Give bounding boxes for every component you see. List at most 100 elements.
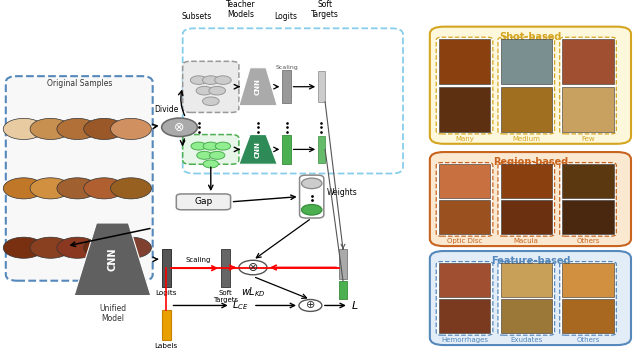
Bar (282, 70, 291, 103)
Text: Medium: Medium (513, 136, 540, 142)
Text: Unified
Model: Unified Model (99, 304, 126, 323)
Bar (439, 200, 490, 234)
Bar (221, 249, 230, 287)
Text: Weights: Weights (327, 188, 358, 197)
Text: $wL_{KD}$: $wL_{KD}$ (241, 286, 266, 299)
Bar (439, 299, 490, 333)
Circle shape (57, 237, 98, 258)
Circle shape (3, 178, 44, 199)
Text: Scaling: Scaling (275, 64, 298, 69)
Circle shape (162, 118, 197, 137)
Circle shape (202, 97, 219, 105)
FancyBboxPatch shape (560, 162, 616, 236)
Text: Teacher
Models: Teacher Models (226, 0, 255, 19)
Bar (500, 86, 552, 132)
Circle shape (196, 152, 212, 159)
Bar (563, 299, 614, 333)
Circle shape (3, 118, 44, 139)
Text: CNN: CNN (108, 247, 118, 271)
Bar (500, 263, 552, 297)
Text: Soft
Targets: Soft Targets (311, 0, 339, 19)
FancyBboxPatch shape (182, 61, 239, 113)
Text: ⊕: ⊕ (306, 301, 315, 310)
Bar (439, 164, 490, 198)
Text: Feature-based: Feature-based (491, 256, 570, 266)
Text: Subsets: Subsets (182, 12, 212, 21)
Text: Divide: Divide (154, 105, 179, 114)
Circle shape (57, 118, 98, 139)
Circle shape (203, 142, 218, 150)
Polygon shape (74, 223, 151, 296)
FancyBboxPatch shape (560, 262, 616, 335)
Text: $L_{CE}$: $L_{CE}$ (232, 298, 248, 312)
FancyBboxPatch shape (300, 175, 324, 218)
Circle shape (202, 76, 219, 84)
Circle shape (111, 178, 152, 199)
Bar (563, 39, 614, 84)
Bar (563, 164, 614, 198)
Text: Others: Others (576, 238, 600, 244)
Circle shape (239, 260, 267, 275)
FancyBboxPatch shape (436, 162, 493, 236)
Circle shape (203, 160, 218, 168)
Bar (500, 299, 552, 333)
Circle shape (214, 76, 231, 84)
Text: Soft
Targets: Soft Targets (213, 290, 238, 303)
Text: $L$: $L$ (351, 299, 359, 312)
Text: Optic Disc: Optic Disc (447, 238, 482, 244)
Circle shape (30, 178, 71, 199)
Circle shape (190, 76, 207, 84)
Bar (282, 135, 291, 164)
Bar (563, 263, 614, 297)
Text: Original Samples: Original Samples (47, 79, 112, 88)
Bar (500, 200, 552, 234)
Circle shape (111, 237, 152, 258)
Text: ⊗: ⊗ (248, 261, 258, 274)
FancyBboxPatch shape (430, 152, 631, 246)
Bar (439, 39, 490, 84)
Bar (439, 86, 490, 132)
Text: CNN: CNN (255, 78, 261, 95)
Text: Logits: Logits (156, 290, 177, 296)
FancyBboxPatch shape (182, 135, 239, 164)
FancyBboxPatch shape (436, 37, 493, 134)
FancyBboxPatch shape (430, 251, 631, 345)
FancyBboxPatch shape (430, 27, 631, 144)
Text: Gap: Gap (195, 198, 212, 206)
Polygon shape (239, 68, 277, 106)
FancyBboxPatch shape (498, 162, 555, 236)
Circle shape (84, 237, 125, 258)
Bar (500, 39, 552, 84)
Bar (318, 71, 325, 102)
Circle shape (209, 86, 225, 95)
Bar (339, 249, 348, 279)
Circle shape (3, 237, 44, 258)
Text: Macula: Macula (514, 238, 539, 244)
Bar (563, 86, 614, 132)
FancyBboxPatch shape (6, 76, 153, 281)
Text: Logits: Logits (275, 12, 298, 21)
Text: Few: Few (581, 136, 595, 142)
Bar (162, 249, 171, 287)
FancyBboxPatch shape (498, 262, 555, 335)
FancyBboxPatch shape (436, 262, 493, 335)
FancyBboxPatch shape (498, 37, 555, 134)
Circle shape (299, 299, 322, 312)
Bar (500, 164, 552, 198)
Text: ⊗: ⊗ (174, 121, 185, 134)
Bar (563, 200, 614, 234)
Bar (339, 281, 348, 299)
Circle shape (215, 142, 230, 150)
Circle shape (196, 86, 212, 95)
Circle shape (30, 118, 71, 139)
Text: Many: Many (455, 136, 474, 142)
Bar (318, 136, 325, 162)
Circle shape (84, 178, 125, 199)
Text: CNN: CNN (255, 141, 261, 158)
Circle shape (30, 237, 71, 258)
Text: Others: Others (576, 337, 600, 343)
Text: Scaling: Scaling (186, 257, 211, 263)
Circle shape (111, 118, 152, 139)
Text: Hemorrhages: Hemorrhages (441, 337, 488, 343)
Bar (439, 263, 490, 297)
